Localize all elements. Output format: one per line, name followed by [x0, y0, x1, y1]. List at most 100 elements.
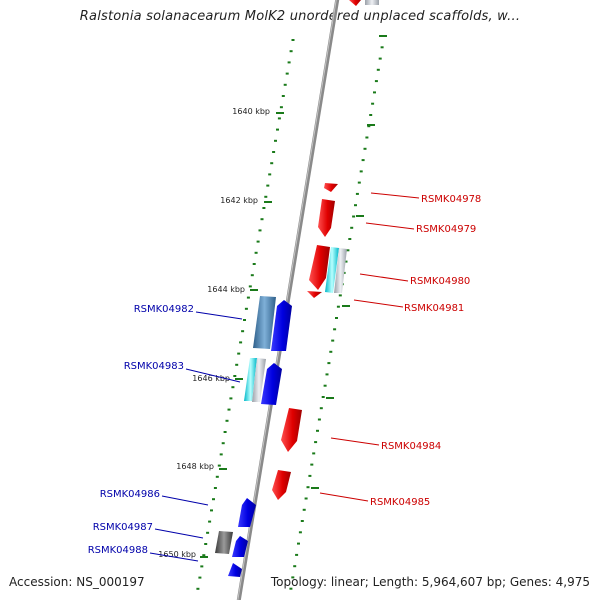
leader-line: [161, 495, 209, 506]
minor-tick: [206, 531, 210, 534]
minor-tick: [229, 397, 233, 400]
gene-rsmk04987-segment-a[interactable]: [215, 531, 233, 554]
minor-tick: [200, 565, 204, 568]
leader-line: [359, 273, 409, 282]
minor-tick: [215, 475, 219, 478]
gene-rsmk04979[interactable]: [318, 199, 335, 237]
tick-tracks: [196, 35, 386, 590]
minor-tick: [262, 207, 266, 209]
minor-tick: [256, 240, 260, 243]
minor-tick: [285, 72, 289, 75]
kbp-label: 1648 kbp: [176, 462, 214, 471]
minor-tick: [376, 68, 380, 71]
gene-rsmk04987[interactable]: [232, 536, 248, 557]
minor-tick: [293, 565, 297, 568]
reverse-strand-genes: [215, 296, 292, 577]
gene-label-rsmk04988[interactable]: RSMK04988: [88, 545, 148, 556]
minor-tick: [289, 50, 293, 53]
minor-tick: [363, 147, 367, 150]
kbp-label: 1646 kbp: [192, 374, 230, 383]
gene-label-rsmk04980[interactable]: RSMK04980: [410, 276, 470, 287]
leader-line: [353, 299, 404, 308]
right-major-ticks: [311, 35, 387, 489]
minor-tick: [350, 226, 354, 229]
gene-rsmk04983-segment-a[interactable]: [244, 358, 257, 401]
minor-tick: [352, 215, 356, 218]
minor-tick: [276, 128, 279, 131]
minor-tick: [308, 474, 312, 477]
minor-tick: [210, 509, 213, 512]
minor-tick: [221, 442, 225, 445]
topology-text: Topology: linear; Length: 5,964,607 bp; …: [270, 575, 590, 589]
leader-line: [154, 528, 204, 539]
minor-tick: [331, 339, 335, 342]
minor-tick: [219, 453, 223, 456]
minor-tick: [329, 350, 333, 353]
gene-labels: RSMK04978 RSMK04979 RSMK04980 RSMK04981 …: [88, 194, 482, 556]
gene-rsmk04985[interactable]: [272, 470, 291, 500]
minor-tick: [274, 139, 277, 142]
gene-rsmk04983-segment-b[interactable]: [252, 358, 266, 402]
kbp-label: 1650 kbp: [158, 550, 196, 559]
minor-tick: [297, 542, 300, 545]
gene-label-rsmk04983[interactable]: RSMK04983: [124, 361, 184, 372]
gene-label-rsmk04978[interactable]: RSMK04978: [421, 194, 481, 205]
gene-partial-top[interactable]: [349, 0, 361, 6]
minor-tick: [295, 553, 299, 556]
minor-tick: [254, 251, 258, 254]
minor-tick: [335, 317, 338, 319]
gene-label-rsmk04981[interactable]: RSMK04981: [404, 303, 464, 314]
leader-line: [195, 311, 243, 320]
minor-tick: [291, 39, 295, 41]
gene-rsmk04982-segment-a[interactable]: [253, 296, 276, 349]
minor-tick: [323, 384, 327, 387]
minor-tick: [198, 576, 202, 579]
gene-rsmk04984[interactable]: [281, 408, 302, 452]
minor-tick: [310, 463, 314, 466]
gene-rsmk04988[interactable]: [228, 563, 242, 577]
gene-rsmk04986[interactable]: [238, 498, 256, 527]
chromosome-backbone: [236, 0, 340, 600]
gene-rsmk04981[interactable]: [307, 291, 322, 298]
gene-rsmk04980[interactable]: [309, 245, 330, 290]
gene-label-rsmk04985[interactable]: RSMK04985: [370, 497, 430, 508]
kbp-scale: 1640 kbp 1642 kbp 1644 kbp 1646 kbp 1648…: [158, 107, 284, 559]
minor-tick: [243, 319, 246, 321]
gene-rsmk04982[interactable]: [271, 300, 292, 351]
gene-rsmk04980-segment-c[interactable]: [334, 248, 347, 293]
leader-line: [365, 222, 415, 230]
minor-tick: [246, 296, 250, 299]
minor-tick: [281, 95, 285, 97]
minor-tick: [279, 106, 283, 109]
minor-tick: [241, 330, 245, 333]
gene-rsmk04978[interactable]: [324, 183, 338, 192]
gene-label-rsmk04986[interactable]: RSMK04986: [100, 489, 160, 500]
minor-tick: [327, 362, 331, 365]
gene-rsmk04980-segment-b[interactable]: [325, 247, 339, 293]
gene-label-rsmk04984[interactable]: RSMK04984: [381, 441, 441, 452]
gene-label-rsmk04982[interactable]: RSMK04982: [134, 304, 194, 315]
minor-tick: [306, 486, 310, 489]
minor-tick: [380, 46, 384, 49]
minor-tick: [371, 102, 375, 105]
minor-tick: [264, 195, 268, 198]
minor-tick: [272, 151, 276, 153]
minor-tick: [208, 520, 212, 523]
minor-tick: [354, 204, 357, 207]
minor-tick: [266, 184, 270, 187]
accession-text: Accession: NS_000197: [9, 575, 145, 589]
minor-tick: [373, 91, 376, 94]
page-title: Ralstonia solanacearum MolK2 unordered u…: [79, 9, 521, 24]
gene-label-rsmk04979[interactable]: RSMK04979: [416, 224, 476, 235]
gene-label-rsmk04987[interactable]: RSMK04987: [93, 522, 153, 533]
gene-partial-top[interactable]: [365, 0, 379, 5]
gene-rsmk04983[interactable]: [261, 363, 282, 405]
minor-tick: [225, 419, 229, 422]
minor-tick: [213, 487, 217, 489]
minor-tick: [223, 431, 227, 433]
minor-tick: [212, 498, 215, 501]
label-leader-lines: [149, 192, 420, 562]
minor-tick: [227, 408, 231, 411]
